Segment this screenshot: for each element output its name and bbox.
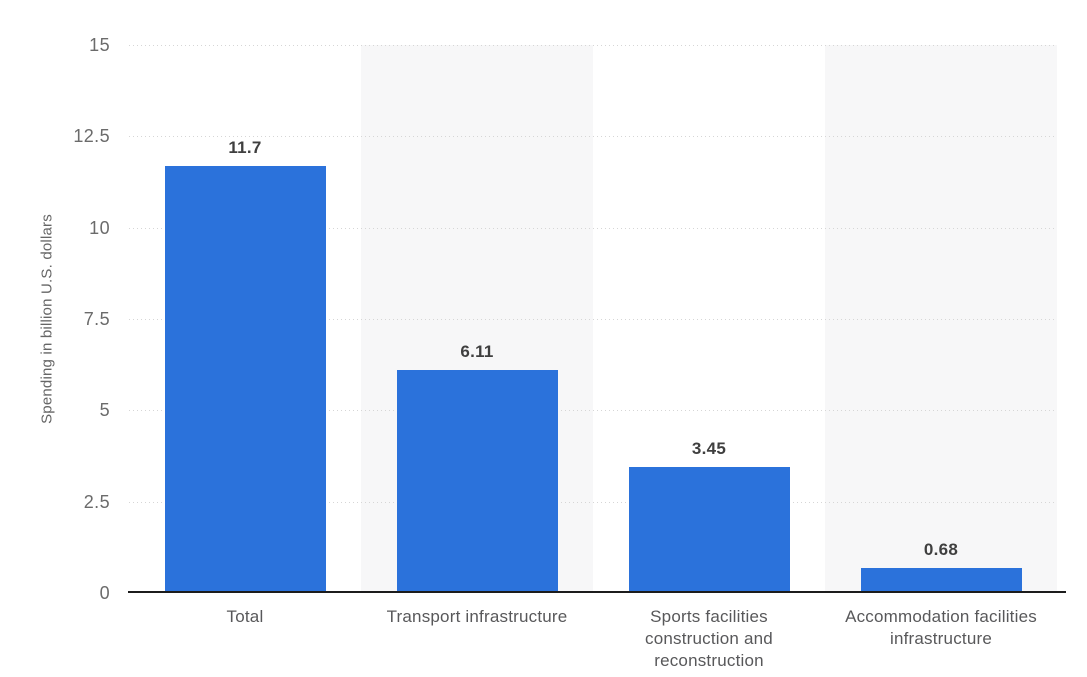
y-tick-label: 10	[89, 217, 110, 238]
y-tick-label: 2.5	[83, 491, 110, 512]
y-axis-tick-labels: 0 2.5 5 7.5 10 12.5 15	[0, 35, 110, 603]
bar-value-label: 0.68	[923, 540, 959, 560]
y-tick-label: 7.5	[83, 309, 110, 329]
bar[interactable]	[860, 568, 1022, 593]
y-tick-label: 0	[99, 583, 110, 603]
y-tick-label: 5	[99, 400, 110, 421]
bar[interactable]	[164, 165, 326, 593]
gridline	[129, 227, 1057, 229]
x-category-label: Total	[226, 607, 264, 626]
gridline	[129, 501, 1057, 503]
x-axis-line	[128, 591, 1066, 593]
bar-value-label: 6.11	[460, 341, 494, 361]
y-tick-label: 12.5	[73, 126, 110, 147]
x-category-label: Sports facilities construction and recon…	[645, 607, 773, 670]
y-tick-label: 15	[89, 35, 110, 55]
gridline	[129, 45, 1057, 46]
x-category-label: Accommodation facilities infrastructure	[845, 607, 1037, 648]
x-category-label: Transport infrastructure	[386, 607, 568, 626]
bar[interactable]	[396, 369, 558, 593]
gridline	[129, 410, 1057, 412]
gridline	[129, 136, 1057, 138]
gridline	[129, 319, 1057, 320]
bar[interactable]	[628, 466, 790, 593]
bar-value-label: 3.45	[691, 438, 727, 458]
plot-area: 11.7 6.11 3.45 0.68	[129, 45, 1057, 593]
bar-value-label: 11.7	[228, 137, 262, 157]
